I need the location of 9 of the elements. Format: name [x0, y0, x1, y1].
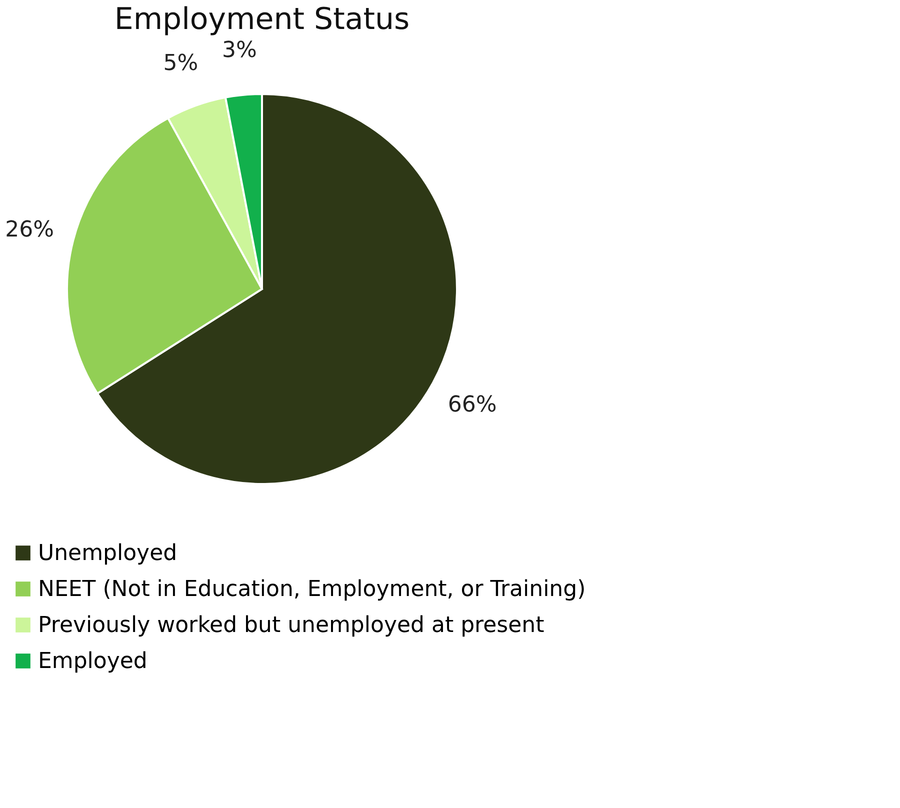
legend-label: Employed: [38, 649, 148, 674]
data-label: 26%: [5, 217, 54, 242]
data-label: 66%: [448, 392, 497, 418]
legend-label: Unemployed: [38, 541, 178, 566]
legend-label: Previously worked but unemployed at present: [38, 613, 545, 638]
legend-label: NEET (Not in Education, Employment, or Training): [38, 577, 586, 602]
chart-title: Employment Status: [114, 2, 410, 38]
data-label: 3%: [222, 38, 257, 64]
data-label: 5%: [163, 51, 198, 76]
